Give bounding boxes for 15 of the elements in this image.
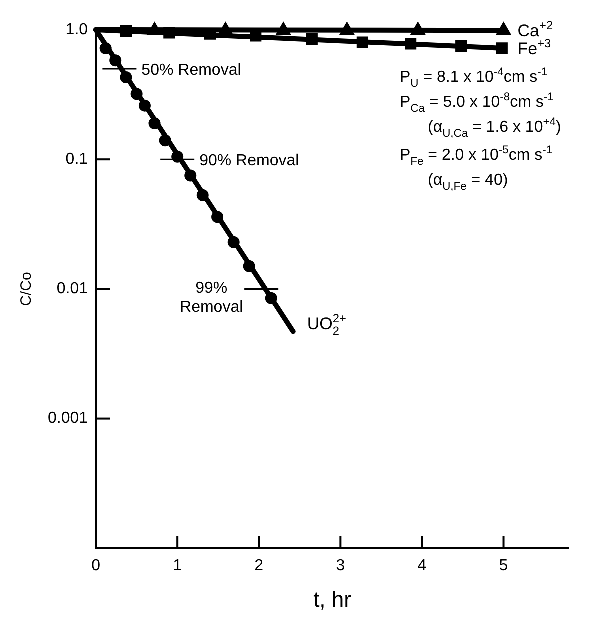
y-tick-label: 0.1 <box>66 151 88 168</box>
x-tick-label: 3 <box>336 557 346 574</box>
x-tick-label: 1 <box>173 557 182 574</box>
y-tick-label: 1.0 <box>66 21 88 38</box>
x-tick-label: 2 <box>254 557 264 574</box>
annotation: 90% Removal <box>200 152 300 170</box>
y-axis-title: C/Co <box>18 272 36 306</box>
annotation: 50% Removal <box>142 62 242 80</box>
annotation: 99% Removal <box>180 280 244 316</box>
x-tick-label: 0 <box>92 557 101 574</box>
x-axis-title: t, hr <box>314 586 352 612</box>
y-tick-label: 0.001 <box>48 410 88 428</box>
x-tick-label: 5 <box>499 557 508 574</box>
y-tick-label: 0.01 <box>56 280 88 298</box>
x-tick-label: 4 <box>418 557 427 574</box>
